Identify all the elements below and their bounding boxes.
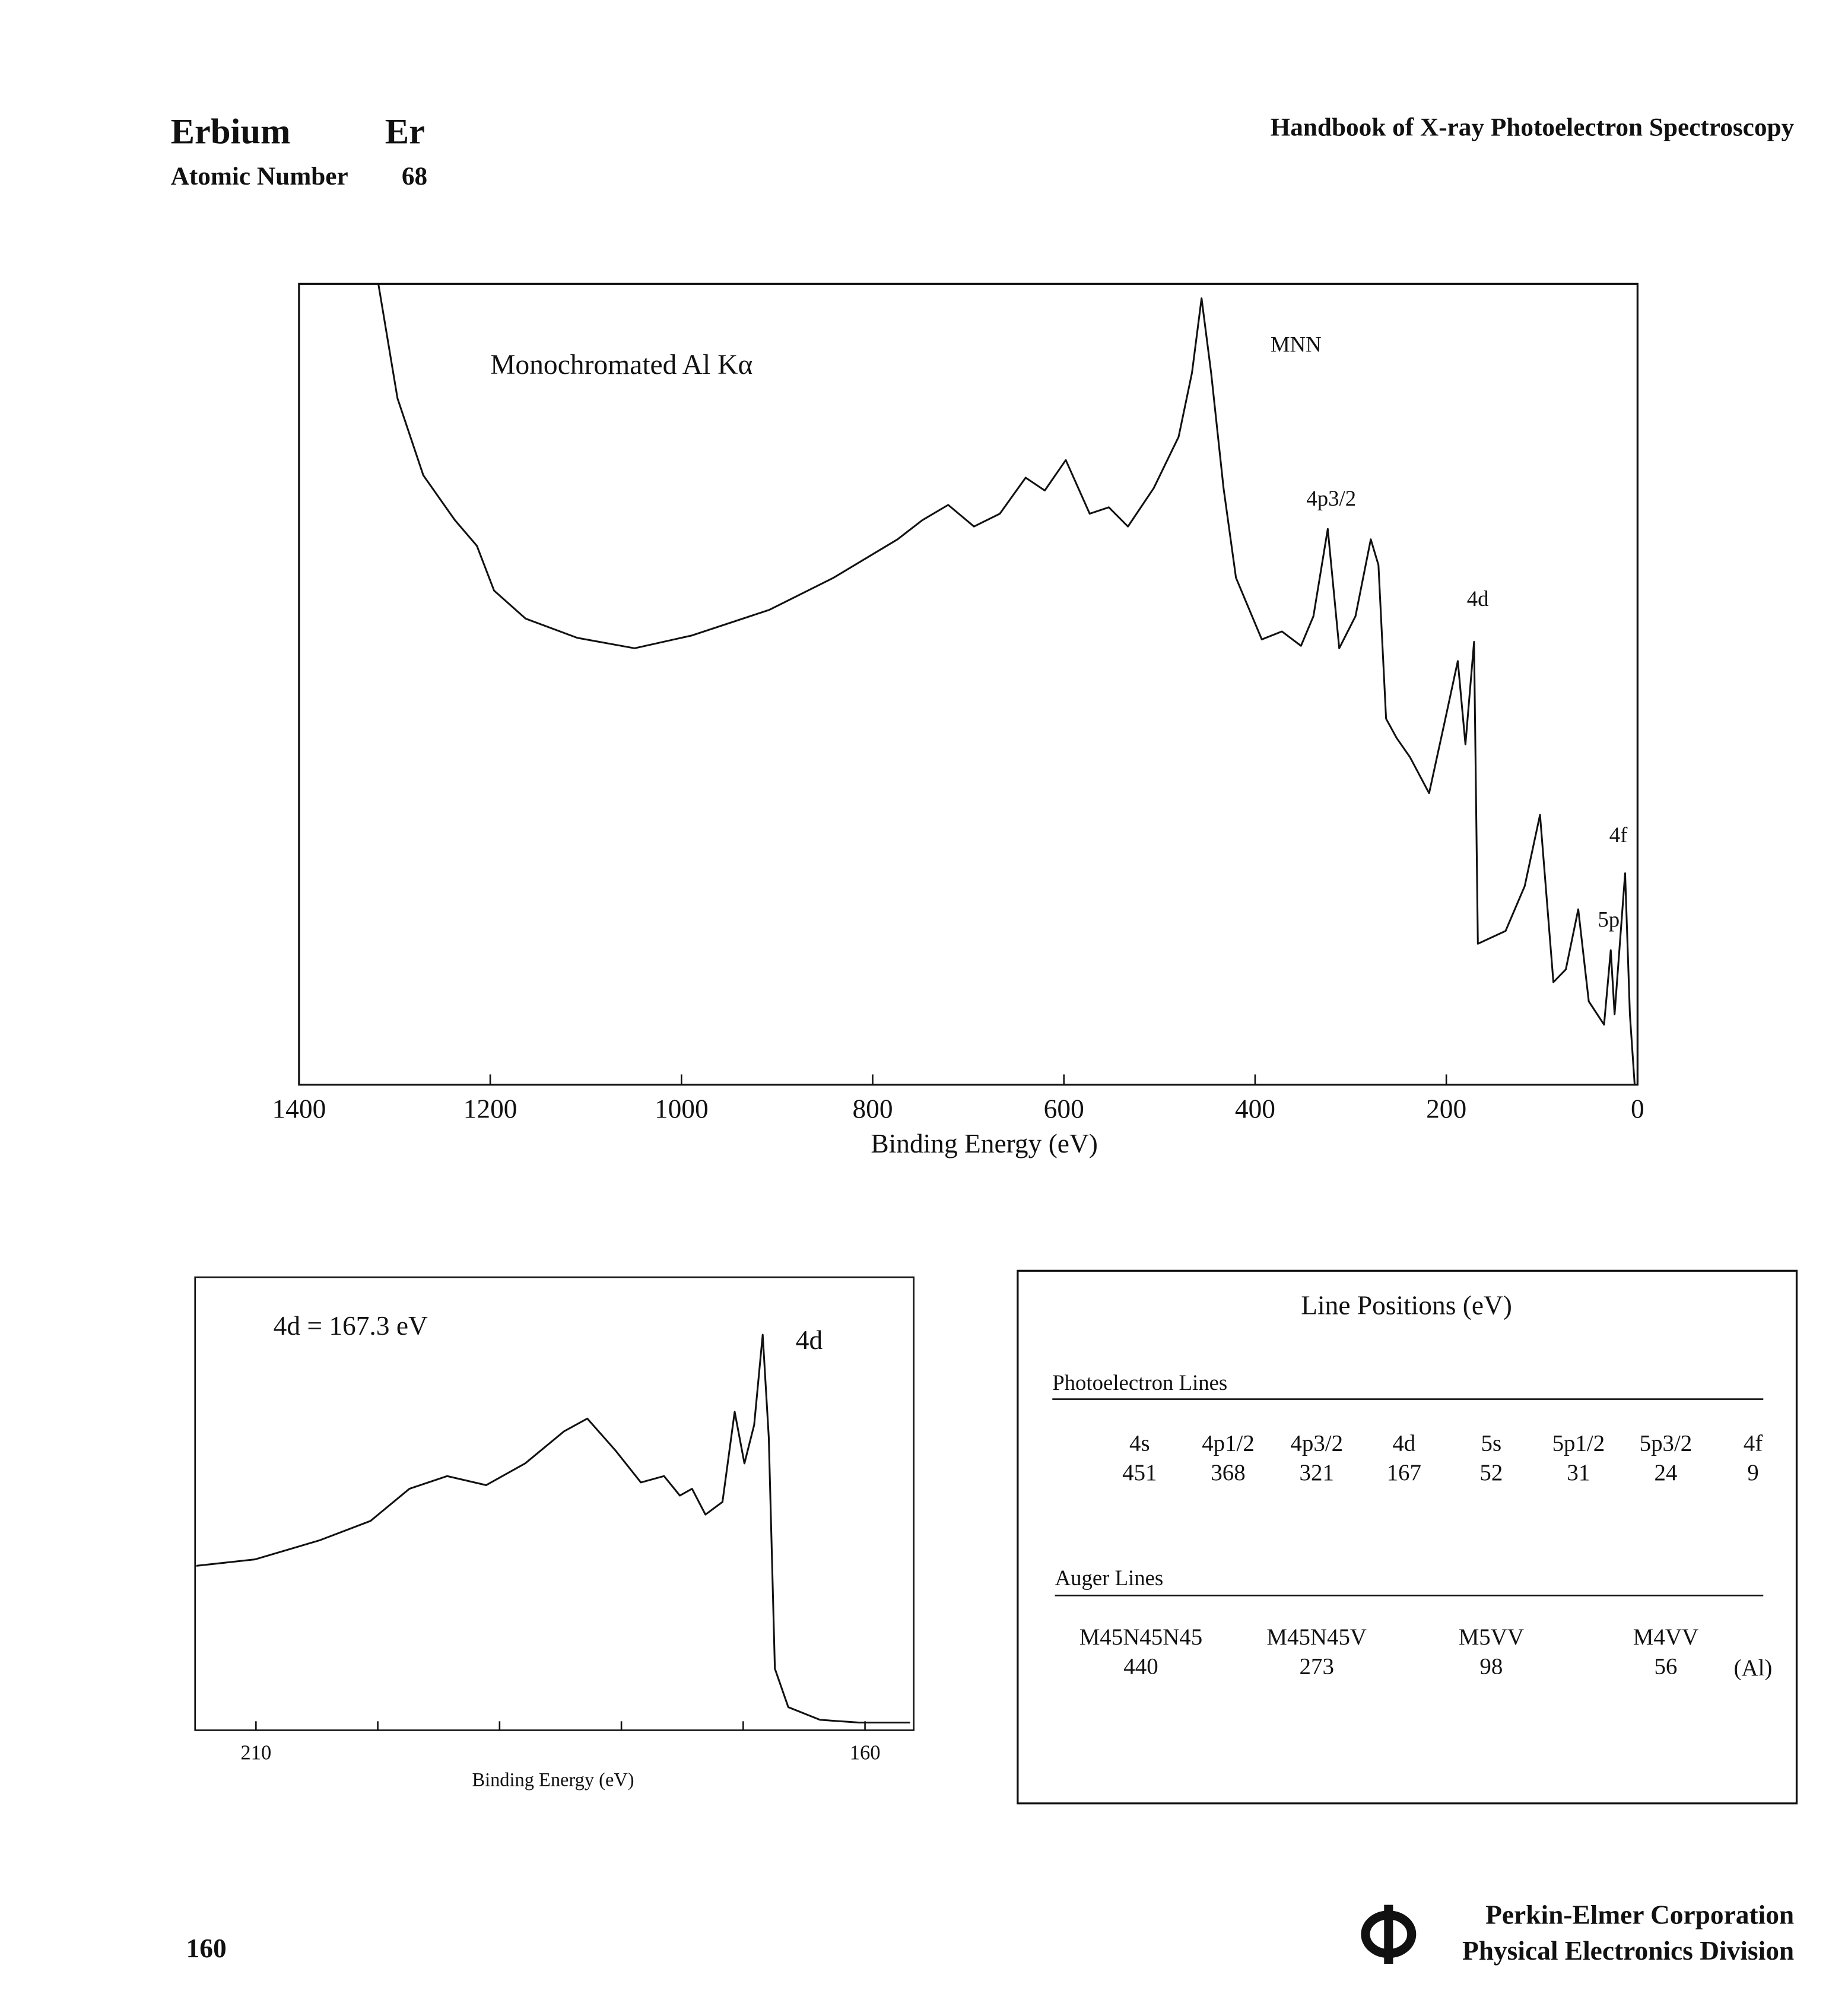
line-name: 4d <box>1392 1430 1415 1456</box>
line-name: 5p3/2 <box>1640 1430 1693 1456</box>
element-symbol: Er <box>385 112 425 151</box>
line-name: 4p1/2 <box>1202 1430 1255 1456</box>
annotation: 4d = 167.3 eV <box>274 1311 428 1341</box>
x-tick-label: 600 <box>1044 1094 1084 1124</box>
line-value: 31 <box>1567 1460 1590 1485</box>
line-value: 167 <box>1387 1460 1421 1485</box>
x-tick-label: 1200 <box>463 1094 517 1124</box>
annotation: Monochromated Al Kα <box>490 350 752 380</box>
detail-frame <box>194 1276 915 1731</box>
section-heading: Photoelectron Lines <box>1052 1370 1227 1395</box>
line-value: 368 <box>1211 1460 1245 1485</box>
annotation: MNN <box>1271 332 1322 357</box>
element-name: Erbium <box>171 112 291 151</box>
line-name: 5p1/2 <box>1552 1430 1605 1456</box>
line-value: 24 <box>1654 1460 1677 1485</box>
x-tick-label: 210 <box>240 1741 271 1764</box>
x-tick-label: 400 <box>1235 1094 1275 1124</box>
line-value: 98 <box>1479 1654 1503 1680</box>
annotation: 4d <box>1467 586 1489 611</box>
line-name: 4p3/2 <box>1290 1430 1343 1456</box>
x-tick-label: 800 <box>852 1094 893 1124</box>
line-name: 5s <box>1481 1430 1502 1456</box>
annotation: 5p <box>1598 907 1620 932</box>
atomic-number-label: Atomic Number <box>171 162 348 191</box>
annotation: 4p3/2 <box>1306 486 1356 510</box>
line-value: 440 <box>1123 1654 1158 1680</box>
line-value: 273 <box>1300 1654 1334 1680</box>
spectrum-line <box>196 1334 910 1724</box>
line-value: 52 <box>1479 1460 1503 1485</box>
x-tick-label: 1400 <box>272 1094 326 1124</box>
table-title: Line Positions (eV) <box>1301 1290 1512 1320</box>
line-name: M5VV <box>1459 1624 1524 1650</box>
x-axis-label: Binding Energy (eV) <box>871 1129 1098 1158</box>
line-name: M45N45N45 <box>1079 1624 1203 1650</box>
line-value: 56 <box>1654 1654 1677 1680</box>
book-title: Handbook of X-ray Photoelectron Spectros… <box>1271 113 1795 142</box>
line-name: 4s <box>1129 1430 1150 1456</box>
line-value: 451 <box>1122 1460 1157 1485</box>
line-name: M45N45V <box>1266 1624 1367 1650</box>
x-tick-label: 160 <box>850 1741 881 1764</box>
survey-frame <box>298 282 1639 1086</box>
division: Physical Electronics Division <box>1462 1936 1794 1966</box>
logo <box>1361 1904 1417 1964</box>
line-value: 9 <box>1747 1460 1758 1485</box>
spectrum-line <box>377 284 1636 1085</box>
annotation: 4d <box>796 1325 823 1355</box>
company: Perkin-Elmer Corporation <box>1485 1900 1794 1930</box>
atomic-number: 68 <box>402 162 427 191</box>
auger-note: (Al) <box>1734 1655 1773 1681</box>
x-tick-label: 1000 <box>655 1094 709 1124</box>
line-value: 321 <box>1300 1460 1334 1485</box>
line-name: 4f <box>1744 1430 1763 1456</box>
section-heading: Auger Lines <box>1055 1566 1164 1590</box>
page-number: 160 <box>186 1934 227 1963</box>
table-frame <box>1017 1269 1798 1805</box>
annotation: 4f <box>1609 823 1628 847</box>
x-axis-label: Binding Energy (eV) <box>472 1769 634 1791</box>
x-tick-label: 0 <box>1631 1094 1644 1124</box>
line-name: M4VV <box>1633 1624 1698 1650</box>
line-table: 4s 451 4p1/2 368 4p3/2 321 4d 167 5s 52 5p1/2 31 5p3… <box>1079 1430 1763 1679</box>
x-tick-label: 200 <box>1426 1094 1466 1124</box>
